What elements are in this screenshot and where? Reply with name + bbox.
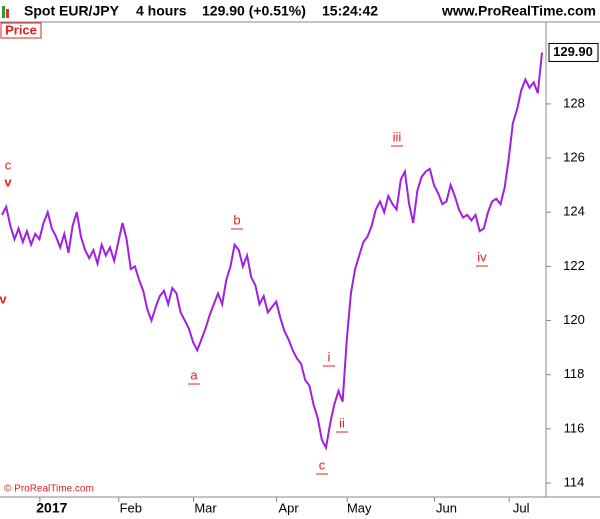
y-tick-label: 118 — [564, 366, 585, 381]
x-tick-label: 2017 — [36, 500, 67, 516]
symbol: Spot EUR/JPY — [24, 3, 120, 19]
y-tick-label: 124 — [563, 204, 585, 219]
wave-label: v — [4, 174, 12, 189]
wave-label: v — [0, 291, 7, 306]
wave-label: iii — [393, 129, 402, 144]
panel-label-box — [0, 22, 42, 39]
time: 15:24:42 — [322, 3, 378, 19]
x-tick-label: Apr — [278, 500, 299, 515]
x-tick-label: Feb — [120, 500, 142, 515]
site: www.ProRealTime.com — [441, 3, 596, 19]
wave-label: i — [328, 349, 331, 364]
icon-bar — [6, 9, 9, 18]
y-tick-label: 126 — [563, 150, 585, 165]
period: 4 hours — [136, 3, 187, 19]
wave-label: c — [5, 157, 12, 172]
x-tick-label: Mar — [194, 500, 217, 515]
wave-label: b — [233, 212, 240, 227]
x-tick-label: Jun — [436, 500, 457, 515]
y-tick-label: 114 — [564, 474, 585, 489]
y-tick-label: 128 — [563, 95, 585, 110]
price-line — [1, 52, 543, 451]
x-tick-label: May — [347, 500, 372, 515]
wave-label: ii — [339, 415, 345, 430]
x-tick-label: Jul — [513, 500, 530, 515]
y-tick-label: 116 — [564, 420, 585, 435]
last-price-label: 129.90 — [553, 44, 593, 59]
icon-bar — [2, 6, 5, 18]
wave-label: c — [319, 457, 326, 472]
wave-label: iv — [477, 249, 487, 264]
last-price-box — [548, 42, 599, 62]
y-tick-label: 120 — [563, 312, 585, 327]
y-tick-label: 122 — [563, 258, 585, 273]
panel-label: Price — [5, 22, 37, 37]
wave-label: a — [190, 367, 198, 382]
quote: 129.90 (+0.51%) — [202, 3, 306, 19]
copyright: © ProRealTime.com — [4, 484, 94, 495]
